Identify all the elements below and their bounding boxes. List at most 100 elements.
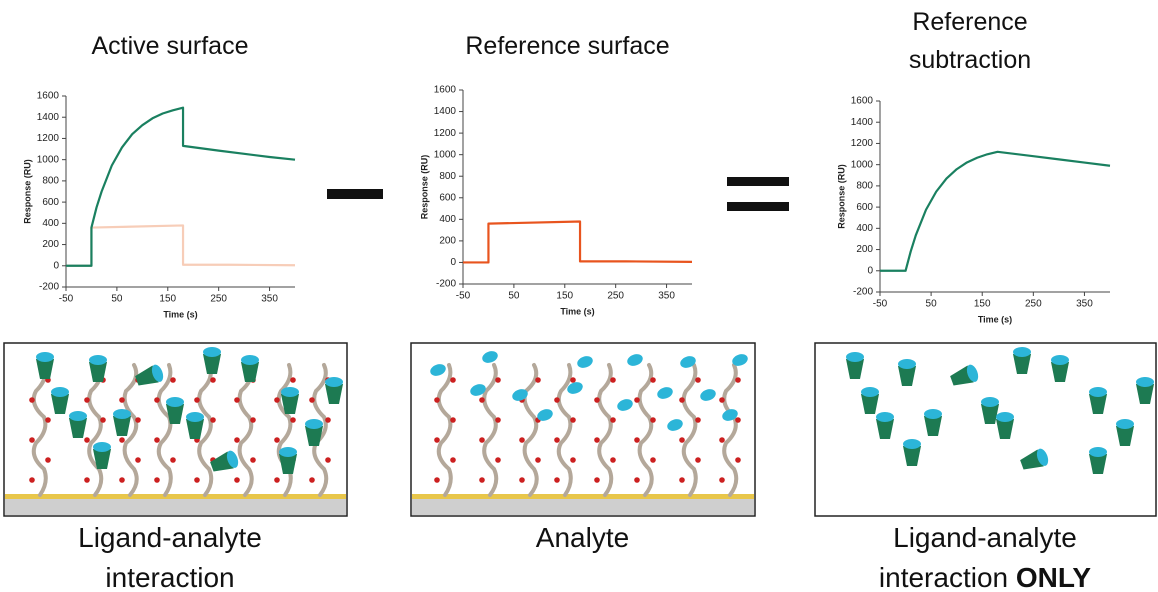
charge-dot bbox=[274, 477, 280, 483]
y-tick-label: 0 bbox=[867, 265, 873, 276]
charge-dot bbox=[434, 477, 440, 483]
ligand-strand bbox=[237, 363, 254, 497]
ligand-analyte-complex bbox=[305, 419, 323, 446]
y-tick-label: 800 bbox=[856, 181, 873, 192]
analyte bbox=[166, 397, 184, 407]
charge-dot bbox=[610, 417, 616, 423]
ligand-analyte-complex bbox=[166, 397, 184, 424]
charge-dot bbox=[535, 457, 541, 463]
ligand bbox=[305, 426, 323, 446]
charge-dot bbox=[290, 417, 296, 423]
charge-dot bbox=[554, 477, 560, 483]
charge-dot bbox=[274, 437, 280, 443]
ligand bbox=[903, 446, 921, 466]
charge-dot bbox=[154, 437, 160, 443]
charge-dot bbox=[719, 397, 725, 403]
charge-dot bbox=[719, 437, 725, 443]
x-tick-label: 350 bbox=[261, 294, 278, 305]
charge-dot bbox=[135, 457, 141, 463]
analyte bbox=[1089, 447, 1107, 457]
y-tick-label: 1400 bbox=[434, 106, 457, 117]
analyte bbox=[627, 354, 643, 366]
ligand bbox=[69, 418, 87, 438]
charge-dot bbox=[210, 377, 216, 383]
analyte bbox=[722, 409, 738, 421]
ligand bbox=[1089, 454, 1107, 474]
y-tick-label: 200 bbox=[42, 239, 59, 250]
active-surface-illustration bbox=[5, 347, 346, 515]
ligand bbox=[981, 404, 999, 424]
ligand bbox=[1136, 384, 1154, 404]
charge-dot bbox=[554, 397, 560, 403]
analyte bbox=[903, 439, 921, 449]
ligand-analyte-complex bbox=[113, 409, 131, 436]
panel-caption: Analyte bbox=[535, 522, 630, 553]
charge-dot bbox=[679, 477, 685, 483]
charge-dot bbox=[519, 477, 525, 483]
sensor-substrate bbox=[5, 499, 346, 515]
x-tick-label: 250 bbox=[210, 294, 227, 305]
analyte bbox=[113, 409, 131, 419]
analyte bbox=[36, 352, 54, 362]
charge-dot bbox=[695, 457, 701, 463]
ligand bbox=[89, 362, 107, 382]
analyte bbox=[700, 389, 716, 401]
charge-dot bbox=[250, 417, 256, 423]
y-tick-label: 1000 bbox=[434, 149, 457, 160]
charge-dot bbox=[679, 397, 685, 403]
charge-dot bbox=[610, 377, 616, 383]
analyte bbox=[981, 397, 999, 407]
y-tick-label: 200 bbox=[439, 236, 456, 247]
x-tick-label: -50 bbox=[59, 294, 74, 305]
ligand-analyte-complex bbox=[36, 352, 54, 379]
ligand-analyte-complex bbox=[279, 447, 297, 474]
charge-dot bbox=[250, 457, 256, 463]
analyte bbox=[482, 351, 498, 363]
y-tick-label: 800 bbox=[439, 171, 456, 182]
analyte bbox=[898, 359, 916, 369]
y-tick-label: 1200 bbox=[37, 133, 60, 144]
panel-title: Active surface bbox=[91, 32, 249, 60]
charge-dot bbox=[29, 477, 35, 483]
analyte bbox=[996, 412, 1014, 422]
ligand-analyte-complex bbox=[241, 355, 259, 382]
charge-dot bbox=[274, 397, 280, 403]
ligand-analyte-complex bbox=[903, 439, 921, 466]
analyte bbox=[617, 399, 633, 411]
x-tick-label: -50 bbox=[456, 291, 471, 302]
charge-dot bbox=[695, 417, 701, 423]
ligand-strand bbox=[722, 363, 739, 497]
ligand bbox=[1051, 362, 1069, 382]
y-tick-label: 1000 bbox=[37, 154, 60, 165]
x-tick-label: 150 bbox=[556, 291, 573, 302]
x-tick-label: 250 bbox=[607, 291, 624, 302]
ligand bbox=[876, 419, 894, 439]
y-tick-label: 600 bbox=[42, 197, 59, 208]
charge-dot bbox=[170, 457, 176, 463]
analyte bbox=[966, 364, 979, 382]
ligand-analyte-complex bbox=[186, 412, 204, 439]
ligand bbox=[203, 354, 221, 374]
charge-dot bbox=[634, 437, 640, 443]
charge-dot bbox=[119, 477, 125, 483]
charge-dot bbox=[519, 437, 525, 443]
charge-dot bbox=[154, 477, 160, 483]
ligand bbox=[1089, 394, 1107, 414]
charge-dot bbox=[479, 477, 485, 483]
charge-dot bbox=[634, 397, 640, 403]
analyte bbox=[667, 419, 683, 431]
ligand-analyte-complex bbox=[861, 387, 879, 414]
illustration-frame bbox=[3, 342, 348, 517]
data-line bbox=[880, 150, 1111, 272]
analyte bbox=[186, 412, 204, 422]
y-tick-label: 400 bbox=[856, 223, 873, 234]
analyte bbox=[732, 354, 748, 366]
charge-dot bbox=[119, 397, 125, 403]
panel-caption: Ligand-analyte interaction ONLY bbox=[855, 518, 1115, 592]
charge-dot bbox=[434, 437, 440, 443]
analyte bbox=[537, 409, 553, 421]
analyte bbox=[305, 419, 323, 429]
ligand bbox=[241, 362, 259, 382]
